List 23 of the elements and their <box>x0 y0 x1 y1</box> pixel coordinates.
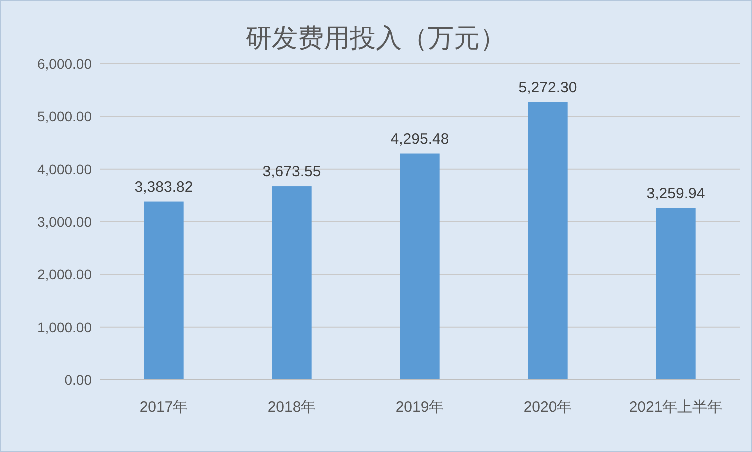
y-tick-label: 6,000.00 <box>38 56 92 72</box>
bar <box>400 154 440 380</box>
y-tick-label: 3,000.00 <box>38 214 92 230</box>
chart-title: 研发费用投入（万元） <box>246 23 506 53</box>
bar <box>144 202 184 380</box>
data-label: 5,272.30 <box>518 79 578 96</box>
x-tick-label: 2018年 <box>268 399 316 416</box>
x-tick-label: 2019年 <box>396 399 444 416</box>
x-tick-label: 2021年上半年 <box>629 399 723 416</box>
x-tick-label: 2020年 <box>524 399 572 416</box>
y-tick-label: 0.00 <box>64 372 92 388</box>
data-label: 3,673.55 <box>262 164 322 181</box>
x-tick-label: 2017年 <box>140 399 188 416</box>
data-label: 4,295.48 <box>390 130 450 148</box>
y-tick-label: 1,000.00 <box>38 319 92 336</box>
bar <box>528 102 568 380</box>
y-tick-label: 4,000.00 <box>38 161 92 178</box>
y-tick-label: 5,000.00 <box>38 108 92 125</box>
bar <box>656 208 696 380</box>
data-label: 3,259.94 <box>646 185 706 202</box>
bar <box>272 186 312 380</box>
y-tick-label: 2,000.00 <box>38 266 92 283</box>
data-label: 3,383.82 <box>134 178 194 196</box>
